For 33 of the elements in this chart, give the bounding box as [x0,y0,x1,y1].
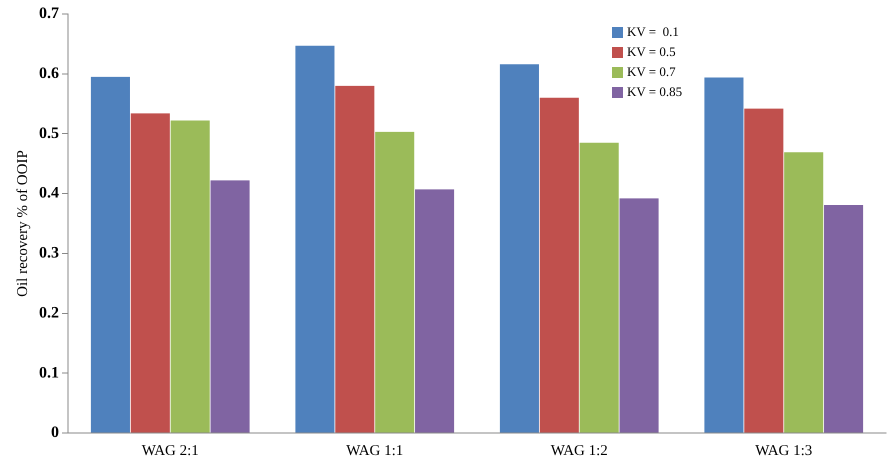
x-tick-label: WAG 1:1 [346,442,404,459]
bar [210,180,250,432]
bar [744,108,784,432]
y-tick-label: 0.6 [39,65,59,82]
y-tick-label: 0.4 [39,184,59,202]
bar [784,152,824,432]
x-tick-label: WAG 1:3 [755,442,812,459]
y-tick-label: 0.2 [39,304,59,322]
bar [90,76,130,432]
y-tick-label: 0 [51,424,59,442]
bar [540,98,579,432]
bar [335,86,374,432]
y-tick-label: 0.1 [39,364,59,382]
bar [415,189,454,432]
bar [295,46,334,432]
bar [824,204,864,432]
y-tick-label: 0.7 [39,5,59,22]
bar [170,120,210,432]
bar [375,132,414,432]
x-tick-label: WAG 2:1 [142,442,199,459]
y-axis-title: Oil recovery % of OOIP [14,150,31,297]
bar [620,198,659,432]
legend-label: KV = 0.7 [627,63,676,81]
x-tick-label: WAG 1:2 [550,442,608,459]
bar [580,142,619,432]
bar [500,64,539,432]
legend-label: KV = 0.5 [627,43,676,61]
bar [704,77,744,432]
y-tick-label: 0.3 [39,244,59,262]
legend-label: KV = 0.1 [627,23,679,41]
y-tick-label: 0.5 [39,124,59,142]
bar [130,113,170,432]
legend-label: KV = 0.85 [627,83,682,101]
